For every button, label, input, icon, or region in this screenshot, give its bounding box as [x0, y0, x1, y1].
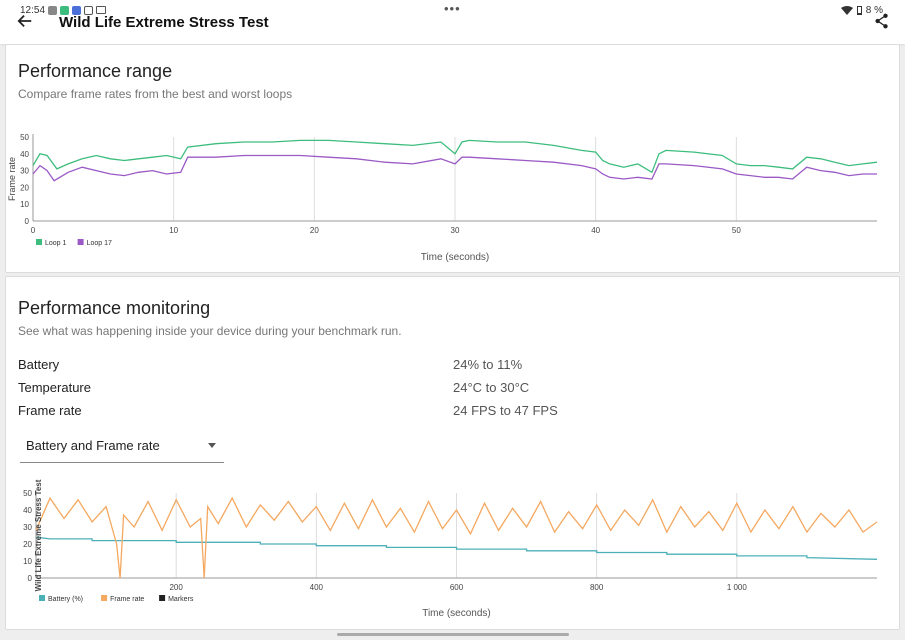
legend-label: Frame rate: [110, 596, 144, 603]
x-tick-label: 40: [591, 226, 600, 235]
wifi-icon: [840, 6, 853, 15]
battery-label: Battery: [18, 357, 60, 372]
window-menu-icon[interactable]: •••: [444, 1, 461, 16]
status-right: 8 %: [840, 5, 883, 16]
series-line-loop-17: [32, 154, 877, 182]
legend-label: Markers: [168, 596, 194, 603]
legend-swatch: [77, 239, 84, 245]
chart-metric-dropdown[interactable]: Battery and Frame rate: [20, 431, 224, 463]
y-tick-label: 50: [23, 489, 32, 498]
battery-frame-rate-chart: 200 400 600 800 1 000 0 10 20 30 40 50 Wild Life Ex…: [23, 479, 878, 619]
x-tick-label: 10: [169, 226, 178, 235]
x-tick-label: 0: [31, 226, 36, 235]
app-notification-icon: [60, 6, 69, 15]
series-line-frame-rate: [35, 496, 878, 579]
y-tick-label: 20: [23, 540, 32, 549]
y-tick-label: 0: [25, 217, 30, 226]
x-tick-label: 600: [450, 583, 464, 592]
legend-label: Loop 1: [45, 240, 67, 247]
legend-label: Loop 17: [87, 240, 112, 247]
x-axis-label: Time (seconds): [422, 608, 491, 619]
performance-monitoring-title: Performance monitoring: [18, 298, 211, 318]
home-indicator[interactable]: [337, 633, 569, 636]
legend-swatch: [101, 595, 108, 601]
frame-rate-chart: 0 10 20 30 40 50 0 10 20 30 40 50 Frame rate Time (se…: [7, 133, 878, 263]
y-tick-label: 50: [20, 133, 29, 142]
frame-rate-value: 24 FPS to 47 FPS: [453, 403, 558, 418]
back-arrow-icon[interactable]: [17, 13, 33, 29]
app-notification-icon: [48, 6, 57, 15]
x-tick-label: 800: [590, 583, 604, 592]
x-tick-label: 400: [310, 583, 324, 592]
app-notification-icon: [96, 6, 106, 14]
legend-label: Battery (%): [48, 596, 83, 603]
frame-rate-label: Frame rate: [18, 403, 82, 418]
notification-icons: [48, 6, 106, 15]
status-time: 12:54: [20, 5, 46, 16]
page-title: Wild Life Extreme Stress Test: [59, 14, 269, 31]
dropdown-selected-value: Battery and Frame rate: [26, 438, 160, 453]
y-tick-label: 40: [23, 506, 32, 515]
y-tick-label: 10: [23, 557, 32, 566]
chevron-down-icon[interactable]: [208, 443, 216, 448]
battery-percent: 8 %: [865, 5, 883, 16]
y-tick-label: 30: [23, 523, 32, 532]
x-tick-label: 30: [451, 226, 460, 235]
legend-swatch: [159, 595, 166, 601]
temperature-value: 24°C to 30°C: [453, 380, 530, 395]
app-notification-icon: [84, 6, 93, 15]
x-tick-label: 200: [169, 583, 183, 592]
legend-swatch: [36, 239, 42, 245]
performance-monitoring-subtitle: See what was happening inside your devic…: [18, 324, 402, 338]
temperature-label: Temperature: [18, 380, 91, 395]
series-line-battery-: [35, 536, 878, 560]
performance-range-subtitle: Compare frame rates from the best and wo…: [18, 87, 293, 101]
x-tick-label: 1 000: [727, 583, 748, 592]
y-tick-label: 40: [20, 150, 29, 159]
x-tick-label: 50: [732, 226, 741, 235]
performance-range-title: Performance range: [18, 61, 173, 81]
x-axis-label: Time (seconds): [421, 252, 490, 263]
battery-icon: [856, 6, 862, 15]
y-axis-label: Wild Life Extreme Stress Test: [34, 479, 43, 591]
battery-value: 24% to 11%: [453, 357, 523, 372]
y-tick-label: 20: [20, 183, 29, 192]
performance-monitoring-card: Performance monitoring See what was happ…: [5, 276, 900, 630]
legend-swatch: [39, 595, 45, 601]
y-tick-label: 30: [20, 167, 29, 176]
performance-range-card: Performance range Compare frame rates fr…: [5, 44, 900, 273]
app-notification-icon: [72, 6, 81, 15]
y-axis-label: Frame rate: [7, 157, 17, 201]
y-tick-label: 10: [20, 200, 29, 209]
x-tick-label: 20: [310, 226, 319, 235]
app-bar: 12:54 ••• 8 % Wild Life Extreme Stress T…: [0, 0, 905, 44]
share-icon[interactable]: [875, 13, 889, 29]
y-tick-label: 0: [28, 574, 33, 583]
series-line-loop-1: [32, 139, 878, 174]
